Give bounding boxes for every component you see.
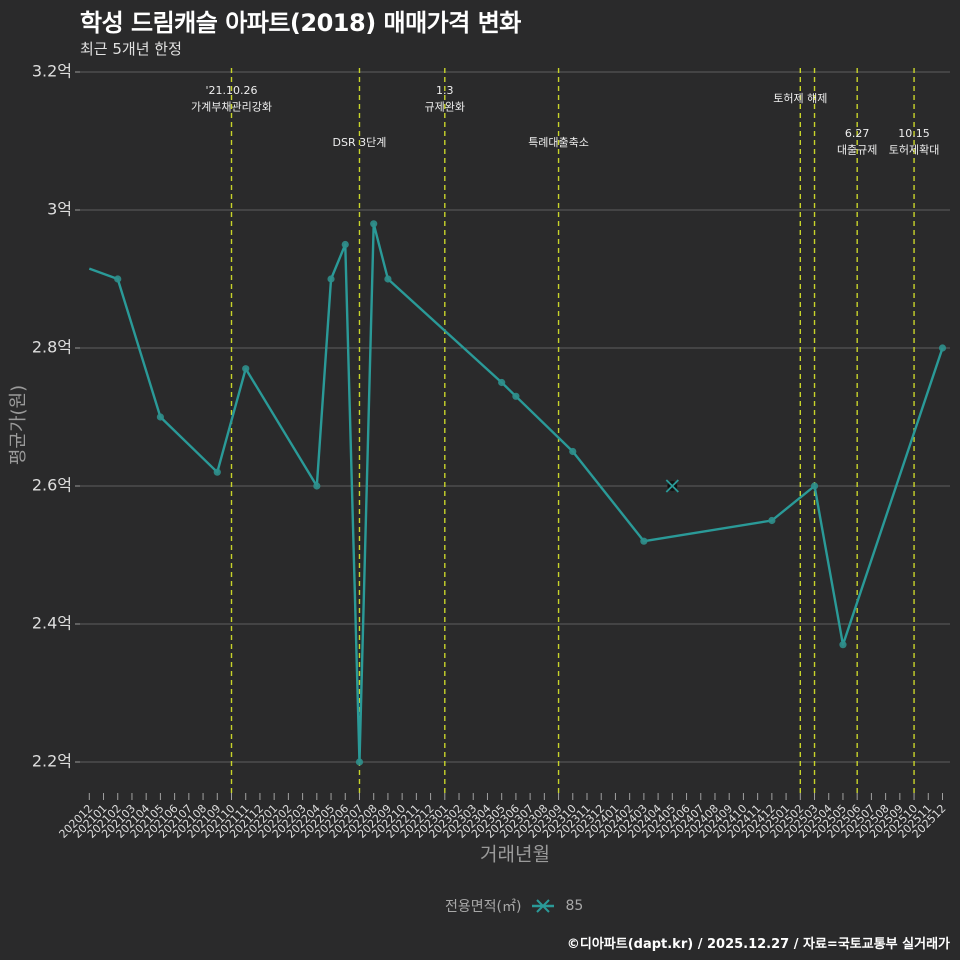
data-point: [242, 365, 250, 373]
series-85: [88, 220, 947, 766]
data-point: [384, 275, 392, 283]
data-point: [569, 447, 577, 456]
data-point: [156, 413, 164, 421]
event-label: '21.10.26: [205, 84, 257, 97]
event-label: 6.27: [845, 127, 870, 140]
event-label: 특례대출축소: [528, 136, 589, 149]
cross-stroke: [665, 479, 679, 493]
legend-item-85: 85: [565, 898, 584, 914]
data-point: [768, 516, 776, 525]
event-label: 토허제 해제: [773, 91, 827, 105]
data-point: [313, 482, 321, 490]
data-point: [114, 275, 122, 283]
event-label: 규제완화: [425, 101, 465, 114]
event-lines: [230, 68, 915, 797]
y-axis: 3.2억 3억 2.8억 2.6억 2.4억 2.2억: [32, 62, 80, 771]
event-label: 토허제확대: [889, 144, 940, 157]
chart-title: 학성 드림캐슬 아파트(2018) 매매가격 변화: [80, 9, 521, 37]
y-tick-label: 2.4억: [32, 614, 72, 633]
gridlines: [80, 71, 950, 763]
data-point: [938, 344, 947, 352]
y-axis-title: 평균가(원): [8, 384, 29, 466]
event-label: 10.15: [898, 127, 930, 140]
data-point: [341, 240, 349, 249]
data-point: [213, 468, 221, 476]
y-tick-label: 3.2억: [32, 62, 72, 81]
legend-title: 전용면적(㎡): [445, 899, 522, 915]
cross-marker: [665, 479, 679, 493]
chart-subtitle: 최근 5개년 한정: [80, 40, 182, 58]
data-point: [370, 220, 378, 228]
x-axis-title: 거래년월: [480, 843, 550, 866]
source-credit: ©디아파트(dapt.kr) / 2025.12.27 / 자료=국토교통부 실…: [566, 937, 950, 952]
data-point: [810, 482, 819, 490]
x-axis: 2020122021012021022021032021042021052021…: [57, 793, 949, 841]
y-tick-label: 2.6억: [32, 476, 72, 495]
data-point: [355, 758, 364, 766]
legend: 전용면적(㎡) 85: [445, 895, 583, 917]
data-point: [498, 378, 506, 387]
y-tick-label: 2.2억: [32, 752, 72, 771]
data-point: [512, 392, 520, 400]
line-cross-icon: [531, 895, 555, 917]
y-tick-label: 3억: [47, 200, 72, 219]
data-point: [327, 275, 335, 283]
data-point: [839, 641, 847, 649]
y-tick-label: 2.8억: [32, 338, 72, 357]
event-label: 가계부채관리강화: [191, 101, 272, 114]
event-label: 1.3: [436, 84, 454, 97]
event-label: DSR 3단계: [333, 136, 387, 149]
event-label: 대출규제: [837, 144, 877, 157]
data-point: [640, 537, 648, 545]
